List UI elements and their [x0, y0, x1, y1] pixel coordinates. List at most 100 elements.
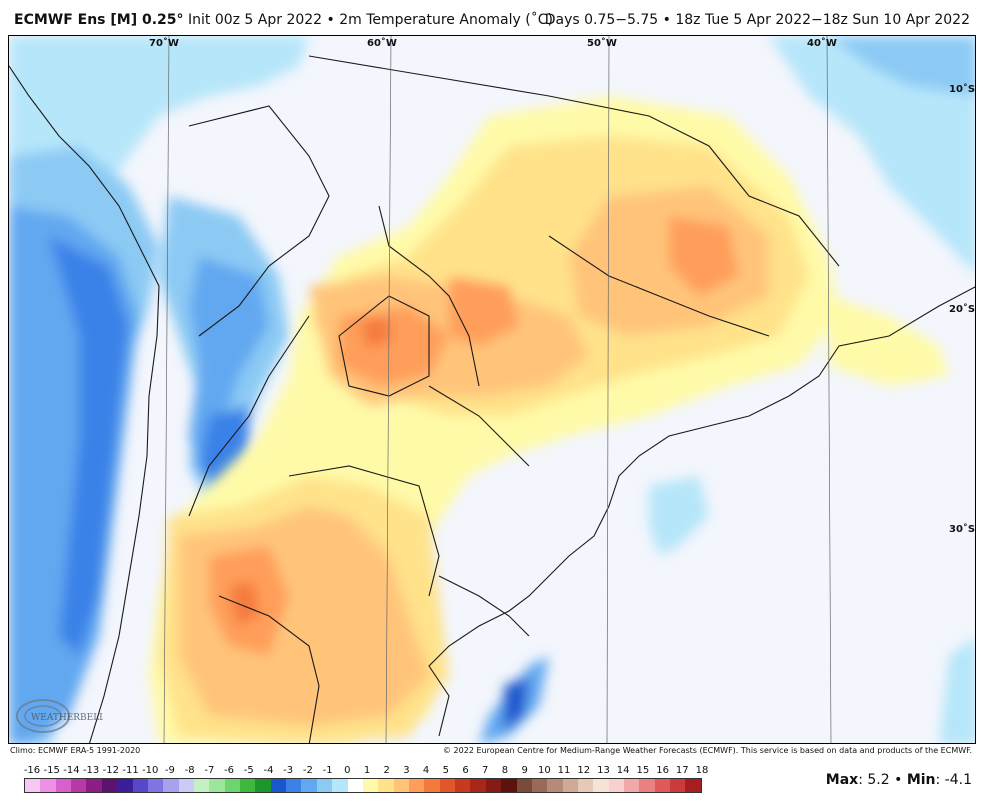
color-scale-tick: 8 — [501, 765, 509, 776]
color-swatch — [654, 779, 671, 792]
brazil-goias-border — [548, 235, 770, 337]
lat-label-20s: 20˚S — [949, 304, 976, 315]
init-text: Init 00z 5 Apr 2022 • 2m Temperature Ano… — [187, 12, 553, 28]
color-swatch — [40, 779, 56, 792]
color-swatch — [685, 779, 701, 792]
color-swatch — [455, 779, 471, 792]
weatherbell-logo: WEATHERBELL — [16, 699, 103, 733]
color-scale-tick: -9 — [164, 765, 175, 776]
color-swatch — [347, 779, 363, 792]
brazil-south-border — [428, 385, 530, 467]
color-scale-tick: 1 — [363, 765, 371, 776]
color-swatch — [209, 779, 225, 792]
color-swatch — [547, 779, 563, 792]
max-label: Max — [825, 772, 859, 788]
color-swatch — [593, 779, 609, 792]
color-scale-tick: -12 — [102, 765, 119, 776]
argentina-province-borders — [288, 465, 440, 597]
color-scale-tick: 6 — [462, 765, 469, 776]
cold-anomaly-areas — [9, 36, 975, 743]
min-value: : -4.1 — [935, 772, 972, 788]
color-scale-tick: -13 — [82, 765, 100, 776]
argentina-inner-borders — [218, 595, 320, 743]
color-swatch — [132, 779, 148, 792]
andes-border — [188, 315, 310, 517]
color-swatch — [577, 779, 594, 792]
lon-label-60w: 60˚W — [367, 38, 397, 49]
map-title: ECMWF Ens [M] 0.25° Init 00z 5 Apr 2022 … — [14, 12, 553, 28]
color-scale-tick: -6 — [224, 765, 235, 776]
color-scale-tick: 14 — [616, 765, 630, 776]
map-panel: 70˚W 60˚W 50˚W 40˚W 10˚S 20˚S 30˚S WEATH… — [8, 35, 976, 744]
color-scale-tick: -7 — [204, 765, 215, 776]
color-swatch — [224, 779, 241, 792]
color-scale-tick: 7 — [482, 765, 489, 776]
min-label: Min — [906, 772, 936, 788]
color-swatch — [178, 779, 194, 792]
color-scale-tick: 13 — [597, 765, 610, 776]
lat-label-10s: 10˚S — [949, 84, 976, 95]
brazil-state-borders — [308, 55, 840, 267]
color-swatch — [332, 779, 348, 792]
color-swatch — [301, 779, 317, 792]
color-swatch — [516, 779, 532, 792]
color-swatch — [531, 779, 548, 792]
color-scale-tick: 2 — [383, 765, 390, 776]
color-swatch — [101, 779, 118, 792]
model-name: ECMWF Ens [M] 0.25 — [14, 12, 177, 28]
color-swatch — [316, 779, 333, 792]
max-value: : 5.2 • — [858, 772, 907, 788]
header: ECMWF Ens [M] 0.25° Init 00z 5 Apr 2022 … — [0, 0, 984, 36]
color-swatch — [470, 779, 486, 792]
graticule — [163, 36, 832, 743]
climo-credit: Climo: ECMWF ERA-5 1991-2020 — [10, 746, 141, 755]
color-swatch — [485, 779, 502, 792]
color-scale-tick: 15 — [636, 765, 650, 776]
lon-label-50w: 50˚W — [587, 38, 617, 49]
color-scale-tick: 18 — [695, 765, 709, 776]
color-scale-tick: -4 — [263, 765, 274, 776]
warm-anomaly-areas — [149, 96, 949, 743]
brazil-mato-grosso-border — [378, 205, 480, 387]
anomaly-map — [9, 36, 975, 743]
color-scale-tick: -16 — [23, 765, 41, 776]
color-scale-tick: 12 — [577, 765, 591, 776]
color-swatch — [562, 779, 578, 792]
color-swatch — [670, 779, 686, 792]
color-scale-tick: -11 — [122, 765, 139, 776]
color-scale-tick: -3 — [283, 765, 294, 776]
color-swatch — [71, 779, 87, 792]
color-swatch — [25, 779, 41, 792]
color-scale-tick: -5 — [243, 765, 254, 776]
color-swatch — [55, 779, 72, 792]
color-scale-tick: 17 — [675, 765, 689, 776]
color-swatch — [378, 779, 394, 792]
color-swatch — [424, 779, 440, 792]
color-scale-tick: -1 — [322, 765, 333, 776]
color-scale-tick: -8 — [184, 765, 195, 776]
color-swatch — [255, 779, 271, 792]
uruguay-border — [438, 575, 530, 637]
color-scale-tick: 0 — [344, 765, 351, 776]
color-scale-tick: 5 — [442, 765, 449, 776]
color-scale-tick: 16 — [656, 765, 669, 776]
color-scale-tick: -2 — [302, 765, 313, 776]
color-swatch — [439, 779, 456, 792]
max-min-stats: Max: 5.2 • Min: -4.1 — [826, 772, 972, 788]
pacific-coastline — [9, 65, 160, 743]
lon-label-70w: 70˚W — [149, 38, 179, 49]
color-scale-tick: 3 — [403, 765, 410, 776]
valid-period: Days 0.75−5.75 • 18z Tue 5 Apr 2022−18z … — [544, 12, 970, 28]
color-swatch — [501, 779, 517, 792]
color-swatch — [117, 779, 133, 792]
color-swatch — [270, 779, 287, 792]
bolivia-border — [188, 105, 330, 337]
color-swatch — [393, 779, 409, 792]
color-scale-tick: 9 — [521, 765, 528, 776]
coastlines-and-borders — [9, 55, 975, 743]
color-scale-tick: -10 — [142, 765, 159, 776]
color-scale-tick: 11 — [557, 765, 571, 776]
color-scale-tick: 10 — [537, 765, 551, 776]
lon-label-40w: 40˚W — [807, 38, 837, 49]
lat-label-30s: 30˚S — [949, 524, 976, 535]
